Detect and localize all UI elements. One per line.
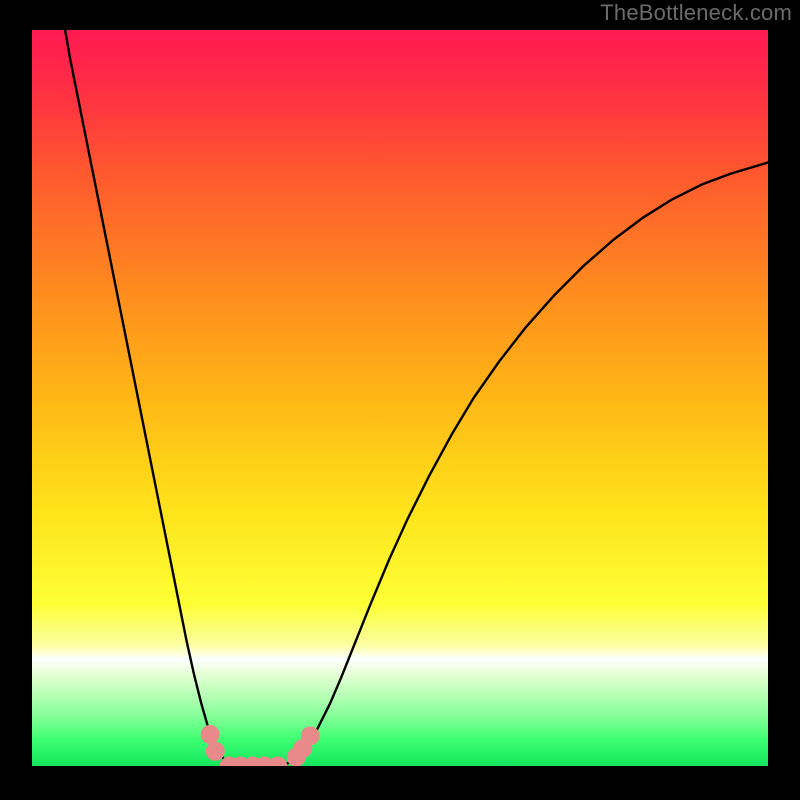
watermark-text: TheBottleneck.com — [600, 0, 792, 26]
marker-dot — [206, 742, 224, 760]
plot-background — [32, 30, 768, 766]
marker-dot — [301, 727, 319, 745]
bottleneck-curve-chart — [32, 30, 768, 766]
marker-dot — [201, 725, 219, 743]
stage: TheBottleneck.com — [0, 0, 800, 800]
